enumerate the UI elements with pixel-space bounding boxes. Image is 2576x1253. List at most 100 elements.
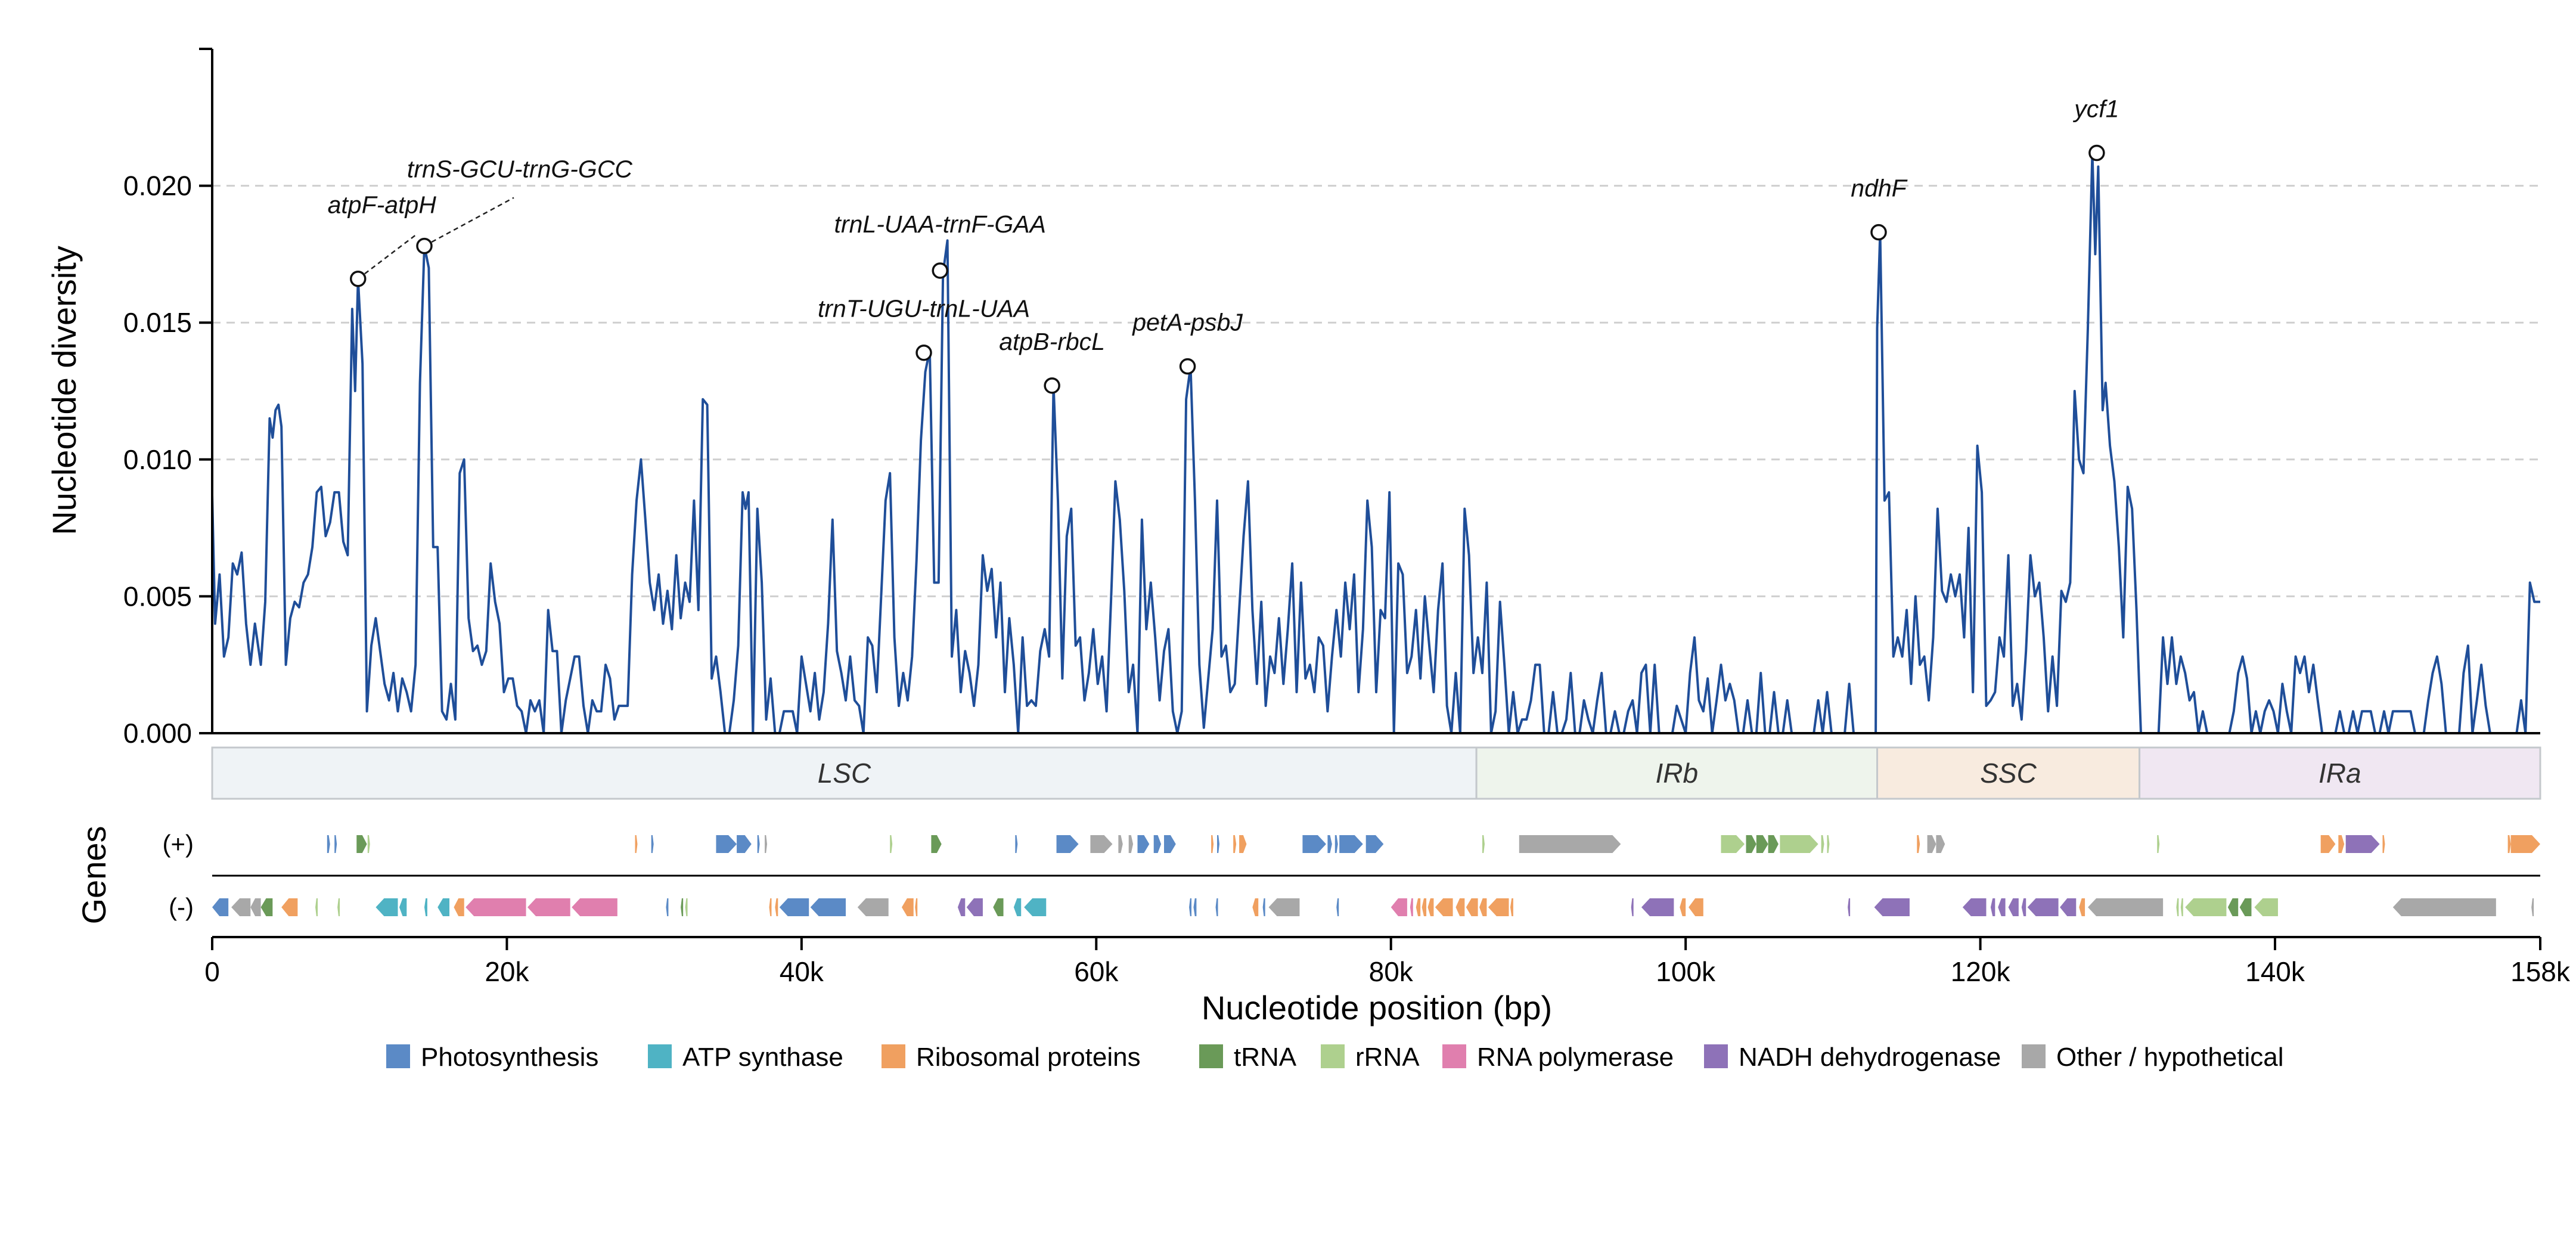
plus-strand-gene <box>1827 835 1830 853</box>
peak-marker <box>932 262 948 279</box>
legend-swatch-rrna <box>1321 1044 1345 1068</box>
minus-strand-gene <box>1427 898 1434 916</box>
peak-label: atpF-atpH <box>328 191 437 219</box>
minus-strand-gene <box>775 898 778 916</box>
minus-strand-gene <box>1689 898 1703 916</box>
legend: Photosynthesis ATP synthase Ribosomal prot… <box>386 1043 2284 1072</box>
legend-swatch-ribo <box>882 1044 905 1068</box>
peak-marker <box>2088 144 2105 162</box>
legend-swatch-ndh <box>1704 1044 1728 1068</box>
plus-strand-gene <box>367 835 370 853</box>
plus-strand-gene <box>1302 835 1326 853</box>
minus-strand-gene <box>1013 898 1022 916</box>
region-label: IRb <box>1656 758 1699 789</box>
y-axis-title: Nucleotide diversity <box>45 246 83 535</box>
plus-strand-gene <box>2382 835 2385 853</box>
minus-strand-gene <box>1391 898 1407 916</box>
minus-strand-gene <box>2088 898 2164 916</box>
minus-strand-gene <box>281 898 298 916</box>
plus-strand-gene <box>635 835 638 853</box>
plus-strand-gene <box>1334 835 1338 853</box>
minus-strand-gene <box>810 898 846 916</box>
minus-strand-gene <box>1631 898 1634 916</box>
plus-strand-label: (+) <box>163 830 194 858</box>
y-tick-label: 0.005 <box>123 581 192 612</box>
annotation-leader-line <box>424 197 514 247</box>
plus-strand-gene <box>1917 835 1920 853</box>
minus-strand-gene <box>1466 898 1478 916</box>
x-tick-label: 100k <box>1656 956 1716 987</box>
minus-strand-gene <box>212 898 229 916</box>
peak-label: trnS-GCU-trnG-GCC <box>407 156 633 183</box>
plus-strand-gene <box>1927 835 1936 853</box>
minus-strand-gene <box>399 898 407 916</box>
minus-strand-gene <box>2079 898 2085 916</box>
axes: Nucleotide diversity Nucleotide position… <box>45 48 2571 1026</box>
peak-label: ycf1 <box>2072 95 2119 122</box>
plus-strand-gene <box>757 835 760 853</box>
annotation-leader-line <box>357 232 418 280</box>
minus-strand-gene <box>1410 898 1413 916</box>
y-tick-label: 0.020 <box>123 170 192 201</box>
legend-swatch-photo <box>386 1044 410 1068</box>
y-tick-label: 0.010 <box>123 444 192 475</box>
peak-marker <box>349 270 367 287</box>
minus-strand-gene <box>1024 898 1047 916</box>
legend-swatch-atp <box>648 1044 672 1068</box>
minus-strand-gene <box>2180 898 2183 916</box>
diversity-series-line <box>211 151 2540 734</box>
plus-strand-gene <box>1211 835 1214 853</box>
plus-strand-gene <box>931 835 942 853</box>
minus-strand-gene <box>901 898 914 916</box>
minus-strand-gene <box>1422 898 1427 916</box>
region-irb <box>1475 746 1879 800</box>
legend-label-rrna: rRNA <box>1355 1043 1420 1072</box>
plus-strand-gene <box>1239 835 1247 853</box>
minus-strand-gene <box>1990 898 1995 916</box>
plus-strand-gene <box>1217 835 1220 853</box>
legend-swatch-rpo <box>1442 1044 1466 1068</box>
minus-strand-gene <box>1641 898 1674 916</box>
minus-strand-gene <box>465 898 526 916</box>
plus-strand-gene <box>1327 835 1332 853</box>
minus-strand-gene <box>1252 898 1259 916</box>
minus-strand-gene <box>2227 898 2239 916</box>
plus-strand-gene <box>1936 835 1945 853</box>
peak-marker <box>1044 377 1060 394</box>
minus-strand-gene <box>1416 898 1421 916</box>
x-tick-label: 140k <box>2245 956 2305 987</box>
y-tick-label: 0.015 <box>123 307 192 338</box>
plus-strand-gene <box>1821 835 1824 853</box>
plus-strand-gene <box>1056 835 1079 853</box>
plus-strand-gene <box>2320 835 2336 853</box>
region-label: LSC <box>818 758 871 789</box>
plus-strand-gene <box>356 835 367 853</box>
minus-strand-gene <box>2185 898 2227 916</box>
plus-strand-gene <box>1137 835 1150 853</box>
plus-strand-gene <box>1339 835 1363 853</box>
plus-strand-gene <box>1233 835 1237 853</box>
legend-label-ndh: NADH dehydrogenase <box>1739 1043 2001 1072</box>
peak-marker <box>915 344 932 361</box>
plus-strand-gene <box>1780 835 1818 853</box>
plus-strand-gene <box>1118 835 1123 853</box>
legend-label-other: Other / hypothetical <box>2056 1043 2284 1072</box>
x-tick-label: 80k <box>1369 956 1414 987</box>
plus-strand-gene <box>327 835 330 853</box>
x-axis-title: Nucleotide position (bp) <box>1202 989 1552 1026</box>
minus-strand-gene <box>769 898 772 916</box>
peak-label: atpB-rbcL <box>999 328 1105 355</box>
genome-regions: LSC IRb SSC IRa <box>211 746 2541 800</box>
peak-marker <box>1870 224 1887 241</box>
x-tick-label: 120k <box>1951 956 2011 987</box>
legend-label-trna: tRNA <box>1234 1043 1297 1072</box>
plus-strand-gene <box>716 835 737 853</box>
plus-strand-gene <box>1015 835 1018 853</box>
minus-strand-gene <box>437 898 450 916</box>
minus-strand-gene <box>1998 898 2006 916</box>
minus-strand-gene <box>2027 898 2059 916</box>
minus-strand-gene <box>375 898 398 916</box>
plus-strand-gene <box>651 835 654 853</box>
